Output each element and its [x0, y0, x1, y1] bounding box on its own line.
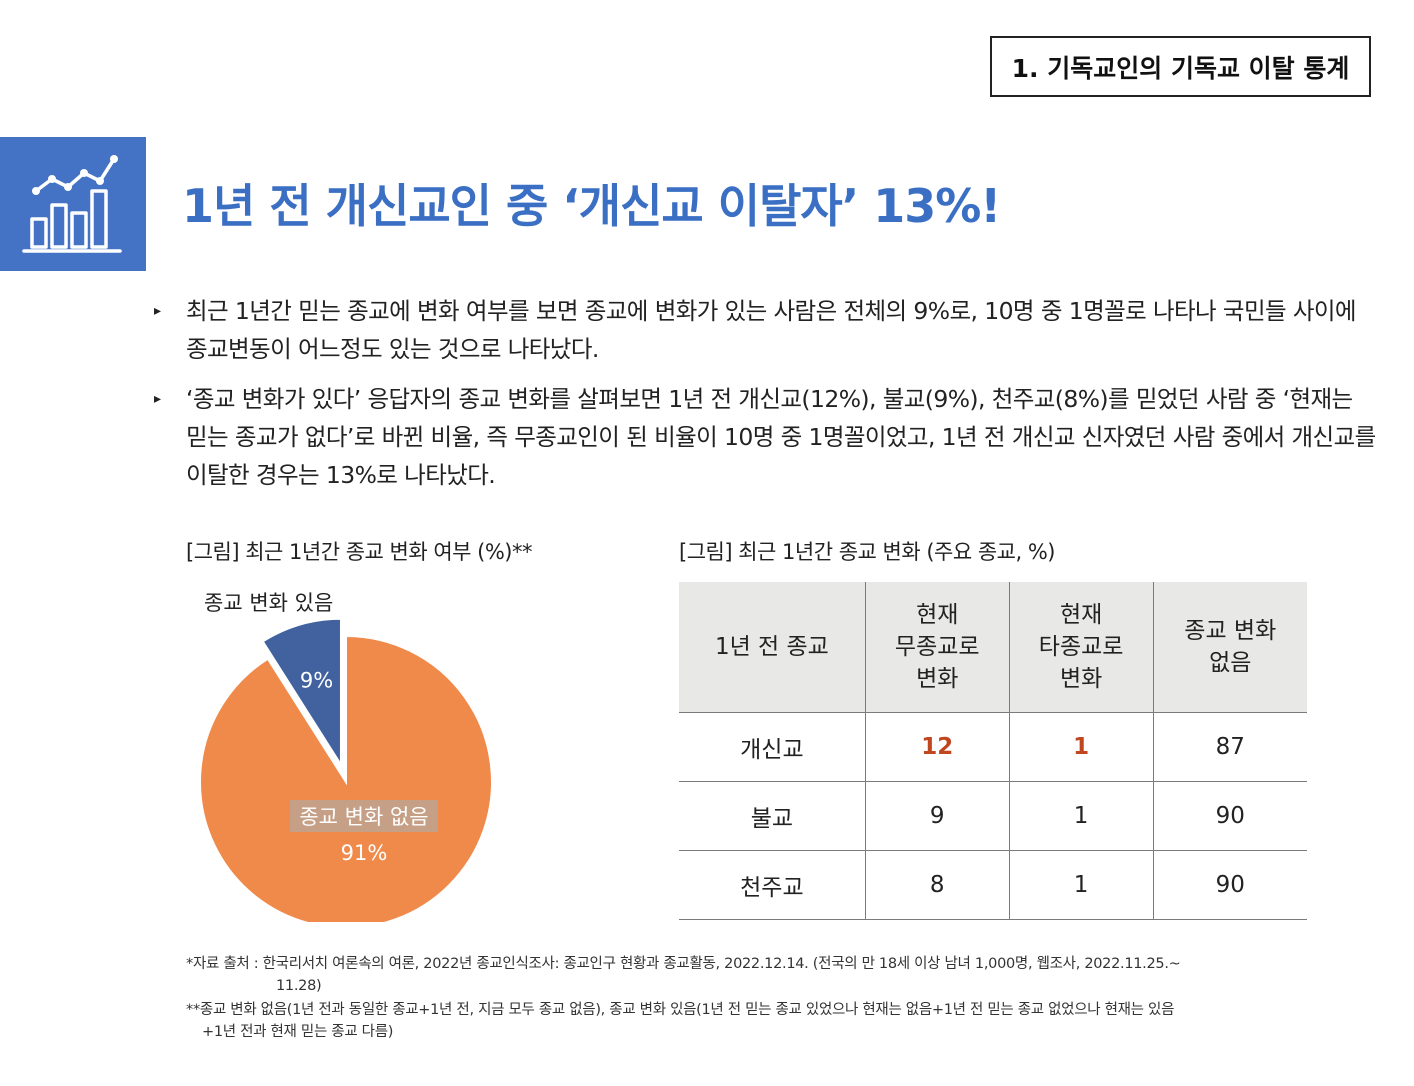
bullet-text: ‘종교 변화가 있다’ 응답자의 종교 변화를 살펴보면 1년 전 개신교(12…: [186, 385, 1376, 489]
table-header-row: 1년 전 종교 현재 무종교로 변화 현재 타종교로 변화 종교 변화 없음: [679, 582, 1307, 713]
source-note: *자료 출처 : 한국리서치 여론속의 여론, 2022년 종교인식조사: 종교…: [186, 953, 1356, 997]
pie-value-label-no-change: 91%: [341, 841, 388, 865]
figure1-caption: [그림] 최근 1년간 종교 변화 여부 (%)**: [186, 540, 532, 564]
bar-chart-growth-icon: [0, 137, 146, 271]
table-cell-highlight: 1: [1008, 712, 1154, 782]
pie-category-label-no-change: 종교 변화 없음: [299, 805, 428, 829]
table-cell: 1: [1008, 781, 1154, 851]
source-note-line1: *자료 출처 : 한국리서치 여론속의 여론, 2022년 종교인식조사: 종교…: [186, 956, 1181, 972]
pie-slice-no-change: [199, 634, 493, 922]
bullet-text: 최근 1년간 믿는 종교에 변화 여부를 보면 종교에 변화가 있는 사람은 전…: [186, 297, 1357, 363]
figure2-caption: [그림] 최근 1년간 종교 변화 (주요 종교, %): [679, 540, 1055, 564]
pie-slice-change: [261, 617, 342, 769]
table-cell: 1: [1008, 850, 1154, 920]
table-cell: 불교: [679, 781, 866, 851]
bullet-item: ▸ ‘종교 변화가 있다’ 응답자의 종교 변화를 살펴보면 1년 전 개신교(…: [150, 380, 1380, 494]
table-cell: 개신교: [679, 712, 866, 782]
religion-change-table: 1년 전 종교 현재 무종교로 변화 현재 타종교로 변화 종교 변화 없음 개…: [679, 582, 1307, 920]
table-cell: 8: [864, 850, 1010, 920]
table-row: 불교 9 1 90: [679, 781, 1307, 851]
bullet-list: ▸ 최근 1년간 믿는 종교에 변화 여부를 보면 종교에 변화가 있는 사람은…: [150, 292, 1380, 506]
pie-label-background: [290, 800, 438, 832]
table-cell: 90: [1152, 781, 1307, 851]
section-tag: 1. 기독교인의 기독교 이탈 통계: [990, 36, 1371, 97]
table-cell: 90: [1152, 850, 1307, 920]
table-cell-highlight: 12: [864, 712, 1010, 782]
pie-chart: 9% 종교 변화 없음 91%: [199, 617, 493, 922]
bullet-marker-icon: ▸: [154, 391, 161, 407]
definition-note-line1: **종교 변화 없음(1년 전과 동일한 종교+1년 전, 지금 모두 종교 없…: [186, 1002, 1175, 1018]
table-header-cell: 1년 전 종교: [679, 582, 866, 713]
table-row: 천주교 8 1 90: [679, 850, 1307, 920]
headline: 1년 전 개신교인 중 ‘개신교 이탈자’ 13%!: [182, 179, 1001, 233]
footnotes: *자료 출처 : 한국리서치 여론속의 여론, 2022년 종교인식조사: 종교…: [186, 953, 1356, 1045]
table-header-cell: 현재 타종교로 변화: [1008, 582, 1154, 713]
definition-note-line2: +1년 전과 현재 믿는 종교 다름): [202, 1024, 394, 1040]
source-note-line2: 11.28): [276, 978, 322, 994]
table-header-cell: 종교 변화 없음: [1152, 582, 1307, 713]
definition-note: **종교 변화 없음(1년 전과 동일한 종교+1년 전, 지금 모두 종교 없…: [186, 999, 1356, 1043]
table-row: 개신교 12 1 87: [679, 712, 1307, 782]
pie-value-label-change: 9%: [300, 669, 333, 693]
table-header-cell: 현재 무종교로 변화: [864, 582, 1010, 713]
pie-legend-change: 종교 변화 있음: [204, 591, 334, 615]
table-cell: 9: [864, 781, 1010, 851]
bullet-item: ▸ 최근 1년간 믿는 종교에 변화 여부를 보면 종교에 변화가 있는 사람은…: [150, 292, 1380, 368]
table-cell: 천주교: [679, 850, 866, 920]
table-cell: 87: [1152, 712, 1307, 782]
bullet-marker-icon: ▸: [154, 303, 161, 319]
